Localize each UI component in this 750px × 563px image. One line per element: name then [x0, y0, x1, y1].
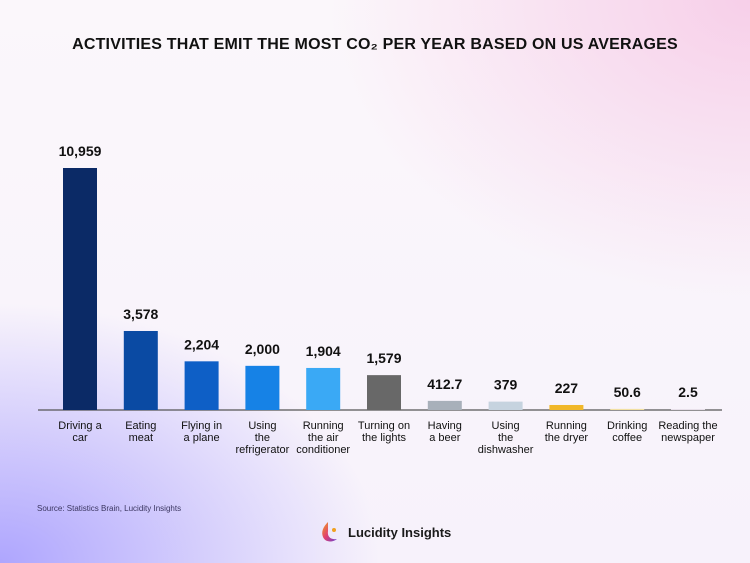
value-label: 379: [494, 377, 518, 393]
value-label: 412.7: [427, 376, 462, 392]
bar: [367, 375, 401, 410]
category-label: meat: [129, 432, 153, 444]
bar: [427, 400, 462, 410]
value-label: 227: [555, 380, 579, 396]
category-label: Drinking: [607, 420, 647, 432]
category-label: newspaper: [661, 432, 715, 444]
category-label: Eating: [125, 420, 156, 432]
value-label: 50.6: [614, 384, 641, 400]
category-label: the dryer: [545, 432, 589, 444]
category-label: a beer: [429, 432, 461, 444]
category-label: Reading the: [658, 420, 717, 432]
lucidity-logo-icon: [322, 522, 337, 542]
value-label: 2,204: [184, 336, 219, 352]
category-label: the air: [308, 432, 339, 444]
category-label: refrigerator: [236, 444, 290, 456]
category-label: Running: [303, 420, 344, 432]
bar: [671, 409, 705, 410]
bar: [63, 168, 97, 410]
brand-logo: Lucidity Insights: [320, 521, 451, 543]
category-label: Turning on: [358, 420, 410, 432]
bar: [123, 330, 158, 410]
category-label: the: [498, 432, 513, 444]
category-label: the: [255, 432, 270, 444]
category-label: Driving a: [58, 420, 102, 432]
bar: [184, 361, 219, 410]
value-label: 2.5: [678, 384, 698, 400]
bar: [610, 408, 645, 410]
value-label: 1,579: [366, 350, 401, 366]
value-label: 2,000: [245, 341, 280, 357]
category-label: Having: [428, 420, 462, 432]
value-label: 3,578: [123, 306, 158, 322]
category-label: conditioner: [296, 444, 350, 456]
source-note: Source: Statistics Brain, Lucidity Insig…: [37, 504, 182, 513]
bar: [488, 401, 523, 410]
bar: [245, 365, 280, 410]
brand-name: Lucidity Insights: [348, 524, 452, 540]
category-label: Flying in: [181, 420, 222, 432]
bar: [549, 404, 584, 410]
category-label: a plane: [184, 432, 220, 444]
category-label: coffee: [612, 432, 642, 444]
category-label: Running: [546, 420, 587, 432]
bar: [306, 367, 341, 410]
value-label: 10,959: [59, 143, 102, 159]
chart-title: ACTIVITIES THAT EMIT THE MOST CO₂ PER YE…: [72, 36, 678, 53]
category-label: dishwasher: [478, 444, 534, 456]
value-label: 1,904: [306, 343, 341, 359]
category-label: the lights: [362, 432, 407, 444]
category-label: Using: [248, 420, 276, 432]
category-label: car: [72, 432, 88, 444]
category-label: Using: [492, 420, 520, 432]
